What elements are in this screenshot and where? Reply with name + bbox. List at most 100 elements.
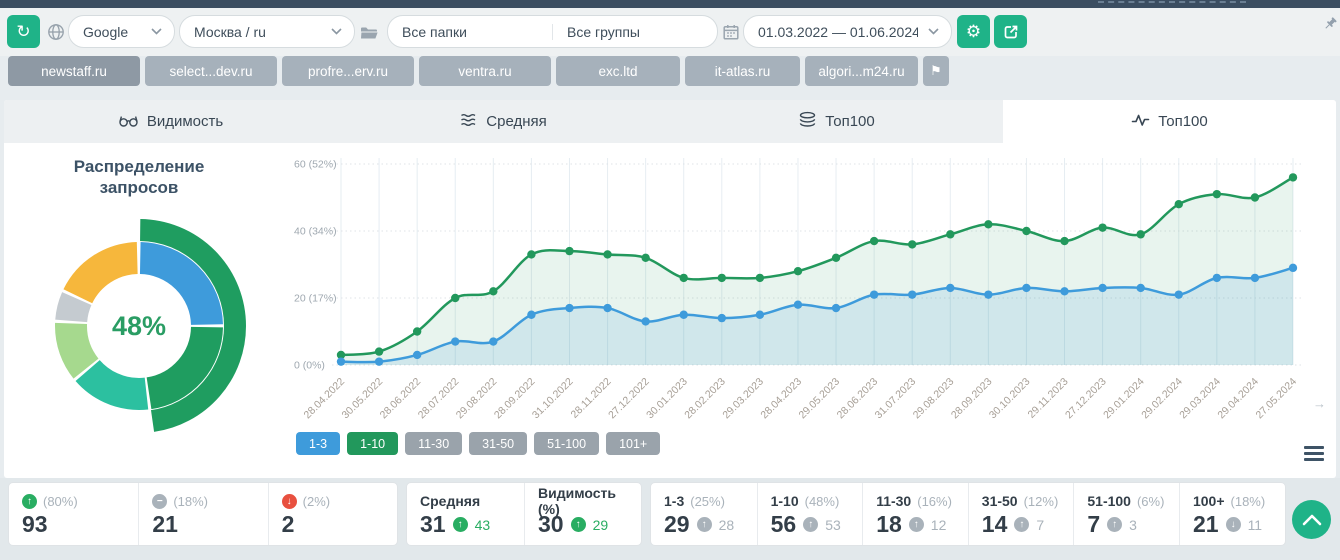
arrow-up-circle-icon: ↑ <box>803 517 819 532</box>
project-tab[interactable]: profre...erv.ru <box>282 56 414 86</box>
date-range-value: 01.03.2022 — 01.06.2024 <box>758 23 918 40</box>
metric-value: 21 <box>1192 511 1219 537</box>
metric-label: Видимость (%) <box>538 485 616 517</box>
project-tab[interactable]: it-atlas.ru <box>685 56 800 86</box>
project-tab[interactable]: newstaff.ru <box>8 56 140 86</box>
arrow-up-circle-icon: ↑ <box>570 517 586 532</box>
groups-filter-input[interactable]: Все группы <box>567 23 640 40</box>
summary-head: − (18%) <box>152 492 267 510</box>
chevron-up-icon <box>1302 514 1321 525</box>
project-tab[interactable]: ventra.ru <box>419 56 551 86</box>
range_cards-value-row: 14 ↑ 7 <box>982 513 1074 536</box>
range_cards-cell-100+: 100+ (18%) 21 ↓ 11 <box>1178 483 1285 545</box>
arrow-up-circle-icon: ↑ <box>1107 517 1123 532</box>
main-panel: Видимость Средняя Топ100 Топ100 Распределен… <box>4 100 1336 478</box>
date-range-select[interactable]: 01.03.2022 — 01.06.2024 <box>743 15 952 48</box>
percent-label: (2%) <box>302 493 331 509</box>
folder-icon <box>361 27 378 39</box>
svg-text:40 (34%): 40 (34%) <box>294 226 337 238</box>
svg-text:60 (52%): 60 (52%) <box>294 159 337 171</box>
summary-cell-0: ↑ (80%) 93 <box>9 483 138 545</box>
refresh-button[interactable]: ↻ <box>7 15 40 48</box>
percent-label: (18%) <box>1230 493 1266 509</box>
summary-value: 2 <box>281 511 295 537</box>
delta-value: 3 <box>1129 516 1137 533</box>
positions-line-chart[interactable]: 0 (0%)20 (17%)40 (34%)60 (52%)28.04.2022… <box>292 146 1336 478</box>
summary-value-row: 2 <box>282 513 397 536</box>
bottom-stats-bar: ↑ (80%) 93− (18%) 21 ↓ (2%) 2 Средняя 31 ↑ 43 Видим… <box>0 478 1340 560</box>
svg-text:31.10.2022: 31.10.2022 <box>530 376 576 422</box>
range_cards-value-row: 7 ↑ 3 <box>1087 513 1179 536</box>
pin-icon[interactable] <box>1322 16 1338 32</box>
scroll-top-button[interactable] <box>1292 500 1331 539</box>
range_cards-head: 1-10 (48%) <box>771 492 863 510</box>
range_cards-value-row: 18 ↑ 12 <box>876 513 968 536</box>
legend-button-1-3[interactable]: 1-3 <box>296 432 341 455</box>
tab-видимость-0[interactable]: Видимость <box>4 100 337 143</box>
range_cards-cell-51-100: 51-100 (6%) 7 ↑ 3 <box>1073 483 1179 545</box>
layers-icon <box>798 111 817 132</box>
arrow-up-circle-icon: ↑ <box>22 493 37 509</box>
region-select[interactable]: Москва / ru <box>179 15 355 48</box>
percent-label: (16%) <box>917 493 952 509</box>
chart-menu-button[interactable] <box>1304 446 1324 462</box>
svg-text:20 (17%): 20 (17%) <box>294 293 337 305</box>
arrow-up-circle-icon: ↑ <box>1014 517 1030 532</box>
tab-label: Видимость <box>146 113 224 130</box>
metric-label: Средняя <box>420 493 481 509</box>
summary-cell-1: − (18%) 21 <box>138 483 267 545</box>
tab-label: Средняя <box>486 113 547 130</box>
calendar-icon <box>723 25 739 40</box>
x-axis-next-arrow[interactable]: → <box>1313 396 1326 411</box>
tab-средняя-1[interactable]: Средняя <box>337 100 670 143</box>
folders-filter-input[interactable]: Все папки <box>388 23 553 40</box>
arrow-up-circle-icon: ↑ <box>452 517 468 532</box>
metric-value: 18 <box>876 511 902 537</box>
metric-value: 31 <box>420 511 446 537</box>
percent-label: (25%) <box>690 493 725 509</box>
arrow-down-circle-icon: ↓ <box>1225 517 1241 532</box>
metric_cards-value-row: 31 ↑ 43 <box>420 513 524 536</box>
export-button[interactable] <box>994 15 1027 48</box>
metric-value: 14 <box>981 511 1008 537</box>
metric_cards-head: Видимость (%) <box>538 485 641 517</box>
delta-value: 11 <box>1247 516 1263 533</box>
project-tab[interactable]: algori...m24.ru <box>805 56 918 86</box>
percent-label: (6%) <box>1136 493 1165 509</box>
tab-топ100-2[interactable]: Топ100 <box>670 100 1003 143</box>
globe-icon <box>48 24 64 40</box>
summary-card: ↑ (80%) 93− (18%) 21 ↓ (2%) 2 <box>8 482 398 546</box>
percent-label: (48%) <box>804 493 840 509</box>
arrow-up-circle-icon: ↑ <box>908 517 924 532</box>
toolbar: ↻ Google Москва / ru Все папки Все групп… <box>0 8 1340 56</box>
topnav-dashed-decor <box>1098 1 1246 3</box>
metric-label: 11-30 <box>876 493 912 509</box>
settings-button[interactable]: ⚙ <box>957 15 990 48</box>
search-engine-select[interactable]: Google <box>68 15 175 48</box>
range_cards-cell-31-50: 31-50 (12%) 14 ↑ 7 <box>967 483 1074 545</box>
summary-cell-2: ↓ (2%) 2 <box>267 483 397 545</box>
delta-value: 53 <box>825 516 841 533</box>
tab-label: Топ100 <box>825 113 875 130</box>
view-tabs: Видимость Средняя Топ100 Топ100 <box>4 100 1336 143</box>
delta-value: 7 <box>1036 516 1045 533</box>
legend-button-11-30[interactable]: 11-30 <box>405 432 463 455</box>
summary-value: 93 <box>22 511 48 537</box>
legend-button-51-100[interactable]: 51-100 <box>534 432 600 455</box>
tab-топ100-3[interactable]: Топ100 <box>1003 100 1336 143</box>
donut-center-label: 48% <box>112 311 166 341</box>
ranges-card: 1-3 (25%) 29 ↑ 28 1-10 (48%) 56 ↑ 53 11-30 (16%) 18 ↑… <box>650 482 1286 546</box>
legend-button-101+[interactable]: 101+ <box>606 432 661 455</box>
svg-text:30.10.2023: 30.10.2023 <box>987 376 1033 422</box>
delta-value: 28 <box>718 516 735 533</box>
percent-label: (12%) <box>1023 493 1059 509</box>
svg-text:0 (0%): 0 (0%) <box>294 360 325 372</box>
flag-button[interactable]: ⚑ <box>923 56 949 86</box>
delta-value: 29 <box>592 516 609 533</box>
donut-chart[interactable]: 48% <box>19 206 259 446</box>
legend-button-1-10[interactable]: 1-10 <box>347 432 399 455</box>
project-tab[interactable]: exc.ltd <box>556 56 680 86</box>
range_cards-head: 100+ (18%) <box>1193 492 1285 510</box>
legend-button-31-50[interactable]: 31-50 <box>469 432 528 455</box>
project-tab[interactable]: select...dev.ru <box>145 56 277 86</box>
